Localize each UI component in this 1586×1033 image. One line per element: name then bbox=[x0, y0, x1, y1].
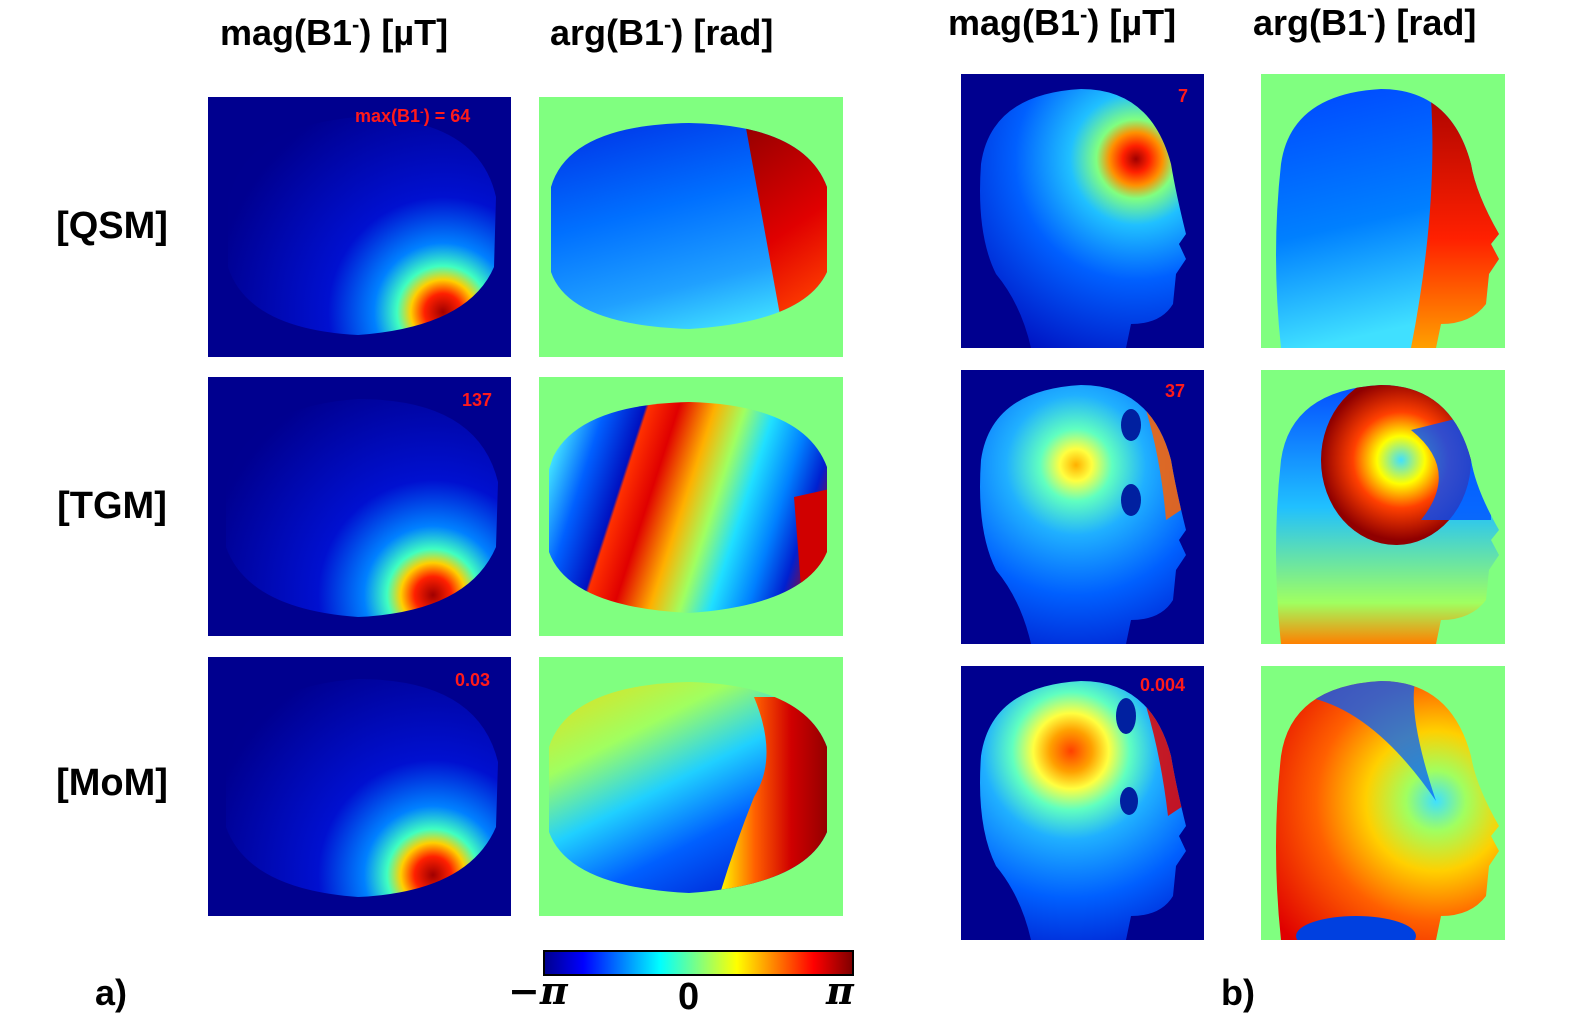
head-qsm-phase-map bbox=[1261, 74, 1505, 348]
qsm-max-label: max(B1-) = 64 bbox=[355, 106, 471, 126]
colorbar-tick-max: π bbox=[826, 968, 854, 1013]
panel-b-mag-title: mag(B1-) [µT] bbox=[948, 2, 1177, 43]
head-tgm-max-label: 37 bbox=[1165, 381, 1186, 401]
panel-a-arg-title: arg(B1-) [rad] bbox=[550, 12, 774, 53]
tgm-phase-map bbox=[539, 377, 843, 636]
qsm-mag-map bbox=[208, 97, 511, 357]
head-tgm-phase-map bbox=[1261, 370, 1505, 644]
head-qsm-mag-map bbox=[961, 74, 1204, 348]
subfigure-label-b: b) bbox=[1221, 972, 1255, 1013]
head-mom-phase-map bbox=[1261, 666, 1505, 940]
head-mom-max-label: 0.004 bbox=[1140, 675, 1186, 695]
row-label-mom: [MoM] bbox=[56, 762, 168, 804]
head-tgm-mag-map bbox=[961, 370, 1204, 644]
subfigure-label-a: a) bbox=[95, 972, 128, 1013]
mom-phase-map bbox=[539, 657, 843, 916]
colorbar-tick-zero: 0 bbox=[678, 976, 700, 1018]
row-label-qsm: [QSM] bbox=[56, 205, 168, 247]
tgm-mag-map bbox=[208, 377, 511, 636]
mom-max-label: 0.03 bbox=[455, 670, 491, 690]
panel-b-arg-title: arg(B1-) [rad] bbox=[1253, 2, 1477, 43]
colorbar-tick-min: −π bbox=[508, 968, 568, 1013]
head-qsm-max-label: 7 bbox=[1178, 86, 1189, 106]
jet-colorbar bbox=[543, 950, 854, 976]
panel-a-mag-title: mag(B1-) [µT] bbox=[220, 12, 449, 53]
mom-mag-map bbox=[208, 657, 511, 916]
tgm-max-label: 137 bbox=[462, 390, 493, 410]
row-label-tgm: [TGM] bbox=[57, 485, 167, 527]
head-mom-mag-map bbox=[961, 666, 1204, 940]
qsm-phase-map bbox=[539, 97, 843, 357]
